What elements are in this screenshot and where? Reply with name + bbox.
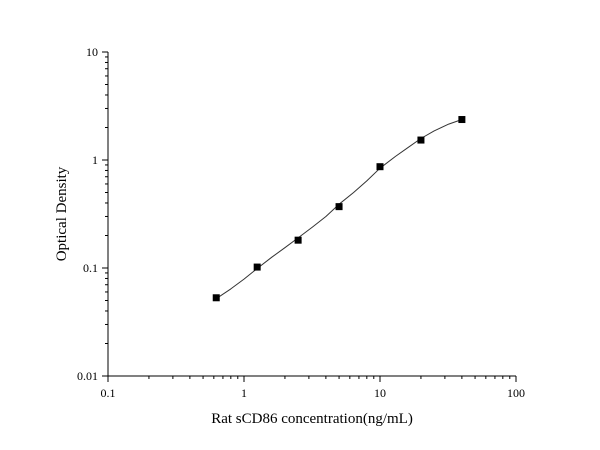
y-tick-label: 1 bbox=[92, 153, 98, 167]
markers-group bbox=[212, 116, 466, 302]
data-point bbox=[417, 136, 425, 144]
x-axis-label: Rat sCD86 concentration(ng/mL) bbox=[211, 411, 413, 427]
x-tick-label: 10 bbox=[374, 386, 386, 400]
y-axis: 0.01 0.1 1 10 bbox=[77, 45, 109, 383]
data-point bbox=[376, 163, 384, 171]
x-tick-label: 0.1 bbox=[101, 386, 116, 400]
data-point bbox=[335, 203, 343, 211]
x-tick-label: 1 bbox=[241, 386, 247, 400]
y-tick-label: 10 bbox=[86, 45, 98, 59]
data-point bbox=[253, 263, 261, 271]
data-point bbox=[294, 236, 302, 244]
data-point bbox=[458, 116, 466, 124]
y-tick-label: 0.1 bbox=[83, 261, 98, 275]
data-point bbox=[212, 294, 220, 302]
x-tick-label: 100 bbox=[507, 386, 525, 400]
x-axis: 0.1 1 10 100 bbox=[101, 375, 525, 400]
y-axis-label: Optical Density bbox=[54, 166, 70, 261]
y-tick-label: 0.01 bbox=[77, 369, 98, 383]
